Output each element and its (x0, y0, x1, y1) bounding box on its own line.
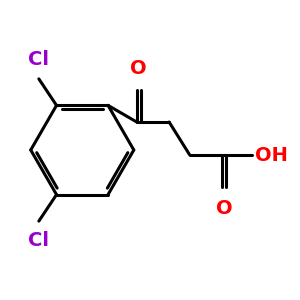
Text: OH: OH (254, 146, 287, 164)
Text: Cl: Cl (28, 231, 49, 250)
Text: O: O (216, 199, 232, 218)
Text: O: O (130, 59, 147, 78)
Text: Cl: Cl (28, 50, 49, 69)
